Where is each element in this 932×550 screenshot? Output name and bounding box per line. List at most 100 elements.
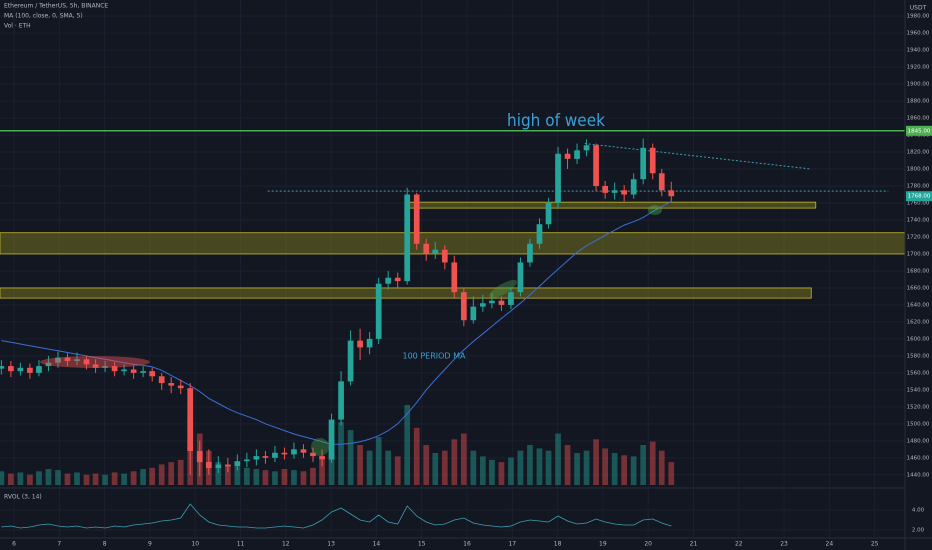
annotation: high of week <box>507 111 605 131</box>
volume-bar <box>121 473 127 485</box>
zone <box>0 232 906 255</box>
last-price-label: 1768.00 <box>908 194 931 200</box>
candle-body <box>536 224 543 244</box>
volume-bar <box>177 459 184 485</box>
candle-body <box>205 462 212 469</box>
candle-body <box>385 277 392 284</box>
volume-bar <box>310 467 316 485</box>
candle-body <box>498 300 505 305</box>
volume-bar <box>83 474 90 485</box>
candle-body <box>272 452 278 458</box>
candle-body <box>74 359 80 361</box>
candle-body <box>649 147 656 174</box>
x-tick-label: 13 <box>327 541 335 548</box>
x-tick-label: 23 <box>780 541 788 548</box>
volume-bar <box>593 439 599 485</box>
volume-bar <box>404 405 411 485</box>
x-tick-label: 25 <box>871 541 879 548</box>
volume-bar <box>149 467 156 485</box>
price-tag <box>906 125 932 136</box>
x-tick-label: 6 <box>12 541 16 548</box>
x-tick-label: 24 <box>826 541 834 548</box>
candle-body <box>527 243 533 263</box>
rvol-label: RVOL (3, 14) <box>4 494 42 501</box>
y-tick-label: 1880.00 <box>907 99 930 105</box>
y-tick-label: 1780.00 <box>907 184 930 190</box>
volume-bar <box>27 474 33 485</box>
candle-body <box>602 186 608 193</box>
volume-bar <box>658 450 665 485</box>
x-tick-label: 16 <box>463 541 471 548</box>
y-tick-label: 1860.00 <box>907 116 930 122</box>
volume-bar <box>357 445 363 485</box>
volume-label: Vol · ETH <box>4 23 31 30</box>
trendline <box>584 143 812 170</box>
candle-body <box>102 366 108 368</box>
y-tick-label: 1580.00 <box>907 353 930 359</box>
x-tick-label: 9 <box>148 541 152 548</box>
candle-body <box>140 371 146 373</box>
y-tick-label: 1540.00 <box>907 387 930 393</box>
candle-body <box>234 461 241 467</box>
candle-body <box>517 262 524 293</box>
candle-body <box>460 292 467 321</box>
volume-bar <box>64 473 71 485</box>
y-tick-label: 1480.00 <box>907 438 930 444</box>
indicator-label: MA (100, close, 0, SMA, 5) <box>4 13 83 20</box>
volume-bar <box>668 462 675 485</box>
volume-bar <box>45 469 52 485</box>
volume-bar <box>441 450 448 485</box>
volume-bar <box>215 462 222 485</box>
highlight-circle <box>648 205 662 215</box>
candle-body <box>658 173 665 191</box>
volume-bar <box>451 439 458 485</box>
volume-bar <box>234 466 241 485</box>
x-tick-label: 15 <box>418 541 426 548</box>
candle-body <box>583 145 590 151</box>
volume-bar <box>140 469 146 485</box>
candle-body <box>319 456 325 460</box>
candle-body <box>36 366 42 373</box>
candle-body <box>432 249 439 254</box>
volume-bar <box>517 450 524 485</box>
candle-body <box>177 385 184 389</box>
candle-body <box>149 371 156 377</box>
volume-bar <box>498 462 505 485</box>
y-tick-label: 1900.00 <box>907 82 930 88</box>
y-tick-label: 1720.00 <box>907 234 930 240</box>
candle-body <box>574 150 580 159</box>
volume-bar <box>158 464 165 485</box>
y-tick-label: 1700.00 <box>907 251 930 257</box>
symbol-title: Ethereum / TetherUS, 5h, BINANCE <box>4 3 108 10</box>
candle-body <box>92 364 99 368</box>
candle-body <box>224 464 231 467</box>
volume-bar <box>300 471 307 485</box>
candle-body <box>357 340 363 348</box>
y-tick-label: 1460.00 <box>907 455 930 461</box>
zone <box>0 287 812 299</box>
candle-body <box>508 292 514 305</box>
candle-body <box>262 456 269 458</box>
candle-body <box>253 456 260 460</box>
volume-bar <box>8 473 14 485</box>
volume-bar <box>555 433 561 485</box>
volume-bar <box>338 422 344 485</box>
volume-bar <box>574 453 580 485</box>
volume-bar <box>375 437 382 485</box>
x-tick-label: 11 <box>237 541 245 548</box>
candle-body <box>27 367 33 373</box>
y-tick-label: 1760.00 <box>907 201 930 207</box>
volume-bar <box>527 445 533 485</box>
volume-bar <box>281 469 288 485</box>
y-tick-label: 1620.00 <box>907 319 930 325</box>
volume-bar <box>413 427 420 485</box>
volume-bar <box>36 471 42 485</box>
volume-bar <box>385 450 392 485</box>
candle-body <box>640 147 647 180</box>
x-tick-label: 18 <box>554 541 562 548</box>
volume-bar <box>244 467 250 485</box>
candle-body <box>83 359 90 365</box>
y-tick-label: 1660.00 <box>907 285 930 291</box>
